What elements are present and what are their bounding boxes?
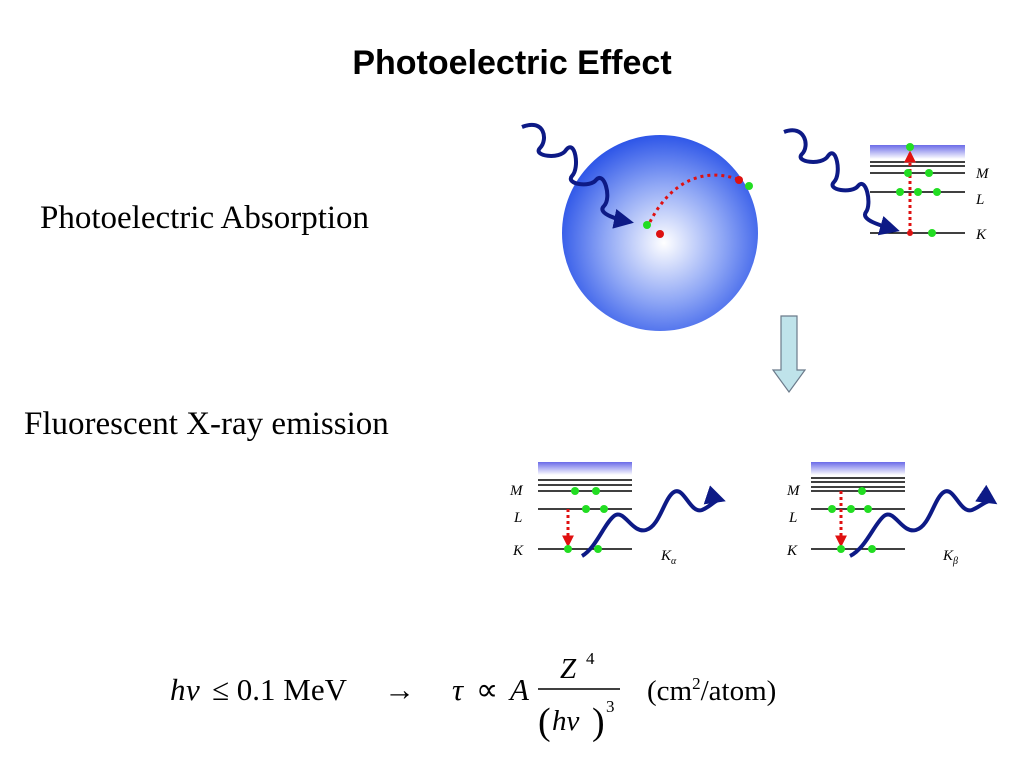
eq-coef: A: [508, 672, 530, 707]
shell-label-l: L: [788, 510, 797, 526]
process-down-arrow: [771, 315, 807, 394]
photoelectric-absorption-label: Photoelectric Absorption: [40, 200, 370, 236]
k-alpha-emitted-photon: [580, 485, 726, 558]
cross-section-equation: h ν ≤ 0.1 MeV → τ ∝ A Z 4 ( hν ) 3 (cm2/…: [170, 649, 776, 743]
page-title: Photoelectric Effect: [352, 44, 672, 82]
eq-den-base: hν: [552, 705, 580, 737]
shell-label-m: M: [786, 483, 801, 499]
ejected-electron-end-red: [735, 176, 743, 184]
eq-units: (cm2/atom): [647, 674, 776, 707]
k-beta-emitted-photon: [848, 484, 998, 558]
eq-h: h: [170, 672, 186, 707]
shell-label-k: K: [512, 543, 524, 559]
eq-propto: ∝: [476, 672, 498, 707]
eq-tau: τ: [452, 672, 465, 707]
k-beta-diagram: M L K Kβ: [786, 462, 998, 567]
shell-label-k: K: [975, 227, 987, 243]
eq-num-base: Z: [560, 653, 577, 685]
shell-label-l: L: [513, 510, 522, 526]
shell-label-l: L: [975, 192, 984, 208]
shell-label-k: K: [786, 543, 798, 559]
k-alpha-label: Kα: [660, 548, 677, 567]
ejected-electron-end-green: [745, 182, 753, 190]
k-beta-label: Kβ: [942, 548, 958, 567]
continuum-band: [870, 145, 965, 159]
shell-label-m: M: [509, 483, 524, 499]
incoming-photon-wave-2: [783, 128, 900, 236]
nucleus-hole: [656, 230, 664, 238]
eq-relation: ≤ 0.1 MeV: [212, 672, 348, 707]
fluorescent-emission-label: Fluorescent X-ray emission: [24, 406, 389, 442]
eq-arrow: →: [384, 672, 415, 707]
shell-label-m: M: [975, 166, 990, 182]
k-alpha-diagram: M L K Kα: [509, 462, 726, 567]
eq-den-exp: 3: [606, 697, 615, 716]
eq-nu: ν: [186, 672, 200, 707]
absorption-energy-diagram: M L K: [783, 128, 990, 243]
eq-paren-open: (: [538, 701, 551, 743]
incoming-photon-wave: [521, 122, 634, 229]
eq-paren-close: ): [592, 701, 605, 743]
ejected-electron-start: [643, 221, 651, 229]
eq-num-exp: 4: [586, 649, 595, 668]
